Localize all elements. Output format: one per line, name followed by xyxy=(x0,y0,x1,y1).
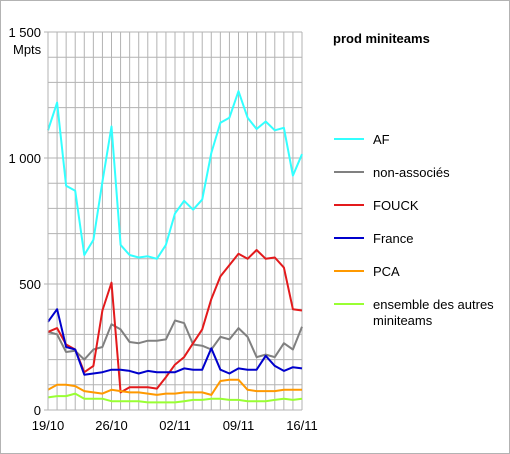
legend: AF non-associés FOUCK France PCA ensemble des… xyxy=(334,132,494,328)
y-tick-labels: 0 500 1 000 1 500 xyxy=(8,25,48,418)
legend-label: PCA xyxy=(373,264,400,279)
x-tick-label: 02/11 xyxy=(159,418,191,433)
chart-title: prod miniteams xyxy=(333,31,430,46)
y-tick-label: 1 000 xyxy=(8,151,41,166)
series-line-france xyxy=(47,308,303,376)
legend-label: France xyxy=(373,231,413,246)
legend-label: non-associés xyxy=(373,165,450,180)
series-line-af xyxy=(47,90,303,260)
legend-label: AF xyxy=(373,132,390,147)
axes xyxy=(47,32,302,411)
x-tick-label: 26/10 xyxy=(95,418,128,433)
series-lines xyxy=(47,90,303,404)
y-tick-label: 0 xyxy=(34,403,41,418)
series-line-pca xyxy=(47,378,302,396)
legend-label: FOUCK xyxy=(373,198,419,213)
series-line-non-associ-s xyxy=(47,319,303,361)
y-axis-label: Mpts xyxy=(13,42,42,57)
legend-label: ensemble des autres miniteams xyxy=(373,297,494,328)
series-line-ensemble-des-autres-miniteams xyxy=(47,392,303,404)
x-tick-label: 09/11 xyxy=(223,418,255,433)
x-tick-labels: 19/10 26/10 02/11 09/11 16/11 xyxy=(32,418,318,433)
x-tick-label: 19/10 xyxy=(32,418,65,433)
y-tick-label: 500 xyxy=(19,277,41,292)
x-tick-label: 16/11 xyxy=(286,418,318,433)
y-tick-label: 1 500 xyxy=(8,25,41,40)
grid xyxy=(47,31,303,411)
series-line-fouck xyxy=(47,249,303,394)
